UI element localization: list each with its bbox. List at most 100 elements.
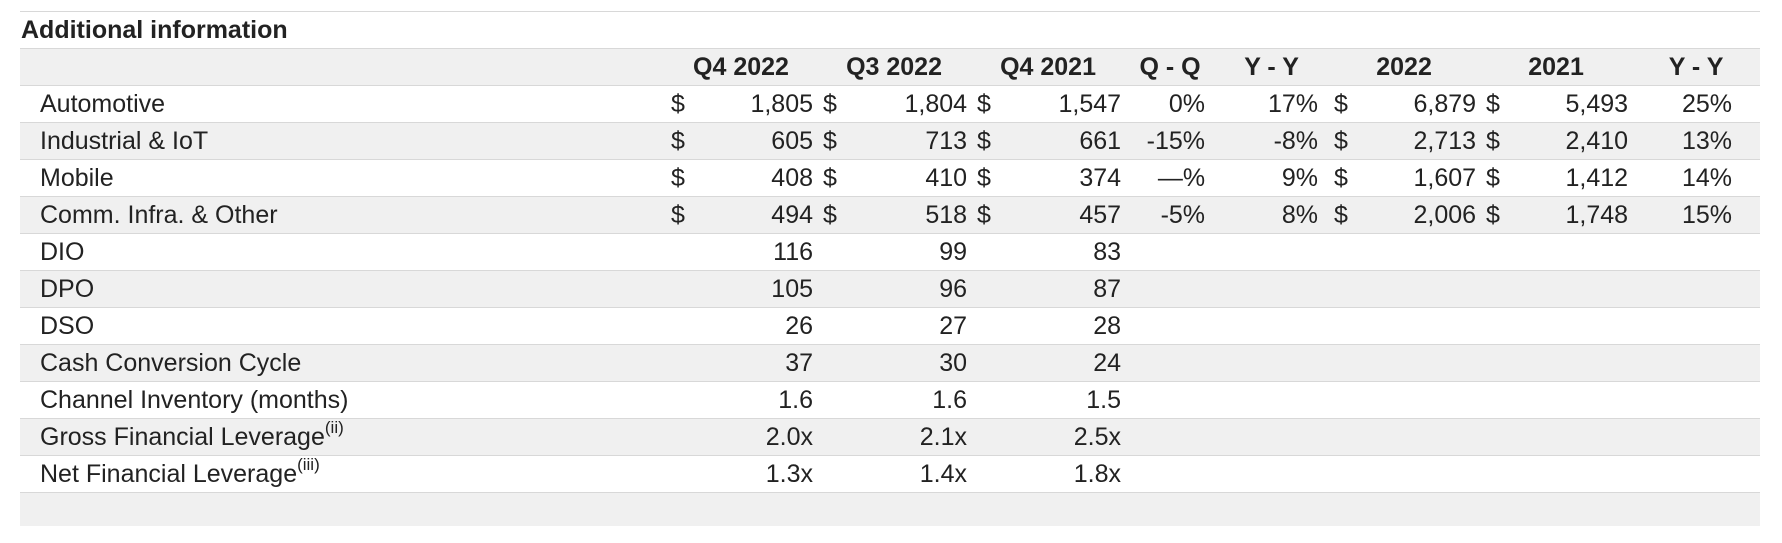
cell-fy-y-y xyxy=(1632,455,1761,493)
cell-q-q xyxy=(1125,381,1216,419)
currency-symbol xyxy=(971,270,1012,308)
currency-symbol xyxy=(1480,418,1521,456)
table-row: Automotive $1,805 $1,804 $1,547 0% 17% $6,879 $… xyxy=(20,85,1761,123)
section-title: Additional information xyxy=(20,11,1760,49)
table-row: DSO 26 27 28 xyxy=(20,307,1761,345)
currency-symbol xyxy=(1328,233,1369,271)
header-row: Q4 2022 Q3 2022 Q4 2021 Q - Q Y - Y 2022… xyxy=(20,49,1761,86)
cell-q3-2022: 1,804 xyxy=(857,85,972,123)
footnote-marker: (ii) xyxy=(324,418,344,437)
cell-q4-2022: 116 xyxy=(705,233,818,271)
cell-q4-2021: 87 xyxy=(1011,270,1126,308)
table-row: Gross Financial Leverage(ii) 2.0x 2.1x 2.5x xyxy=(20,418,1761,456)
currency-symbol: $ xyxy=(1480,196,1521,234)
additional-information-table: Q4 2022 Q3 2022 Q4 2021 Q - Q Y - Y 2022… xyxy=(20,49,1761,493)
cell-y-y xyxy=(1215,307,1329,345)
table-row: Cash Conversion Cycle 37 30 24 xyxy=(20,344,1761,382)
header-q-q: Q - Q xyxy=(1125,49,1216,86)
cell-y-y xyxy=(1215,270,1329,308)
currency-symbol: $ xyxy=(971,196,1012,234)
currency-symbol xyxy=(971,344,1012,382)
row-label-text: Industrial & IoT xyxy=(40,127,209,155)
currency-symbol: $ xyxy=(817,85,858,123)
cell-q4-2022: 494 xyxy=(705,196,818,234)
currency-symbol xyxy=(971,418,1012,456)
cell-fy-y-y xyxy=(1632,233,1761,271)
cell-q-q xyxy=(1125,233,1216,271)
footnote-marker: (iii) xyxy=(297,455,320,474)
cell-y-y: -8% xyxy=(1215,122,1329,160)
cell-2022: 2,006 xyxy=(1368,196,1481,234)
row-label: DPO xyxy=(20,270,665,308)
currency-symbol: $ xyxy=(1328,196,1369,234)
cell-q3-2022: 713 xyxy=(857,122,972,160)
row-label-text: Cash Conversion Cycle xyxy=(40,349,302,377)
currency-symbol xyxy=(1480,270,1521,308)
currency-symbol: $ xyxy=(971,85,1012,123)
currency-symbol xyxy=(665,381,705,419)
cell-2021 xyxy=(1520,381,1633,419)
cell-q4-2021: 1.8x xyxy=(1011,455,1126,493)
cell-q-q: —% xyxy=(1125,159,1216,197)
cell-q-q xyxy=(1125,307,1216,345)
cell-y-y xyxy=(1215,344,1329,382)
cell-2022 xyxy=(1368,307,1481,345)
row-label-text: Mobile xyxy=(40,164,114,192)
cell-q4-2022: 1.3x xyxy=(705,455,818,493)
row-label-text: Gross Financial Leverage xyxy=(40,423,325,451)
currency-symbol xyxy=(817,418,858,456)
currency-symbol: $ xyxy=(665,122,705,160)
table-row: Mobile $408 $410 $374 —% 9% $1,607 $1,412 14% xyxy=(20,159,1761,197)
currency-symbol: $ xyxy=(817,159,858,197)
cell-2021 xyxy=(1520,307,1633,345)
cell-2021: 5,493 xyxy=(1520,85,1633,123)
currency-symbol xyxy=(665,418,705,456)
cell-2022 xyxy=(1368,455,1481,493)
currency-symbol xyxy=(665,233,705,271)
row-label-text: Comm. Infra. & Other xyxy=(40,201,278,229)
currency-symbol: $ xyxy=(971,159,1012,197)
row-label-text: DIO xyxy=(40,238,85,266)
cell-q4-2022: 408 xyxy=(705,159,818,197)
currency-symbol: $ xyxy=(1328,159,1369,197)
cell-q4-2021: 457 xyxy=(1011,196,1126,234)
cell-q4-2022: 26 xyxy=(705,307,818,345)
cell-q4-2021: 1,547 xyxy=(1011,85,1126,123)
table-row: Net Financial Leverage(iii) 1.3x 1.4x 1.8x xyxy=(20,455,1761,493)
row-label: Comm. Infra. & Other xyxy=(20,196,665,234)
cell-q-q xyxy=(1125,418,1216,456)
cell-q4-2021: 374 xyxy=(1011,159,1126,197)
currency-symbol: $ xyxy=(665,85,705,123)
cell-2021 xyxy=(1520,418,1633,456)
cell-2021: 2,410 xyxy=(1520,122,1633,160)
row-label: Cash Conversion Cycle xyxy=(20,344,665,382)
cell-q3-2022: 30 xyxy=(857,344,972,382)
table-footer xyxy=(20,493,1760,526)
header-y-y: Y - Y xyxy=(1215,49,1329,86)
cell-2022 xyxy=(1368,418,1481,456)
header-2022: 2022 xyxy=(1328,49,1481,86)
cell-2021 xyxy=(1520,233,1633,271)
row-label: Channel Inventory (months) xyxy=(20,381,665,419)
currency-symbol xyxy=(1480,381,1521,419)
cell-q-q xyxy=(1125,270,1216,308)
cell-2022 xyxy=(1368,344,1481,382)
row-label-text: DSO xyxy=(40,312,95,340)
cell-q3-2022: 1.4x xyxy=(857,455,972,493)
currency-symbol xyxy=(971,307,1012,345)
currency-symbol xyxy=(817,381,858,419)
cell-2022: 6,879 xyxy=(1368,85,1481,123)
cell-q3-2022: 96 xyxy=(857,270,972,308)
cell-fy-y-y xyxy=(1632,418,1761,456)
currency-symbol xyxy=(971,233,1012,271)
currency-symbol: $ xyxy=(1328,85,1369,123)
currency-symbol xyxy=(665,455,705,493)
cell-q3-2022: 518 xyxy=(857,196,972,234)
header-q4-2022: Q4 2022 xyxy=(665,49,818,86)
cell-q4-2021: 24 xyxy=(1011,344,1126,382)
cell-y-y xyxy=(1215,418,1329,456)
currency-symbol xyxy=(817,233,858,271)
currency-symbol: $ xyxy=(1328,122,1369,160)
currency-symbol xyxy=(817,307,858,345)
currency-symbol: $ xyxy=(817,122,858,160)
